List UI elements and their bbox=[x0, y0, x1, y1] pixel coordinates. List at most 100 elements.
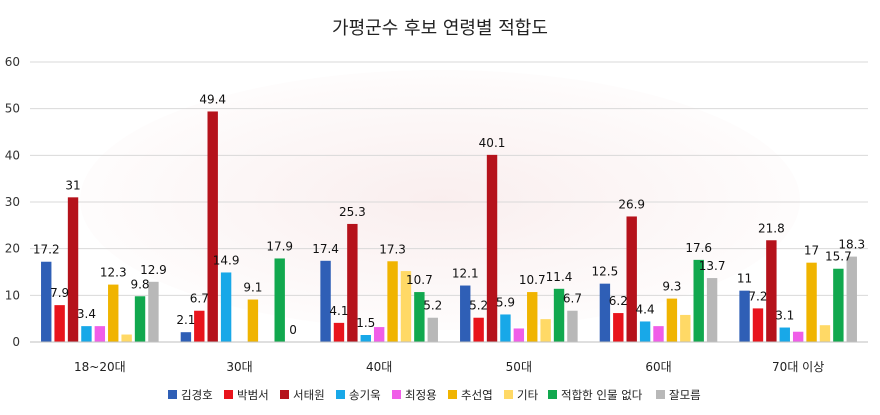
bar bbox=[148, 281, 159, 342]
bar bbox=[194, 310, 205, 342]
bar bbox=[766, 240, 777, 342]
data-label: 11 bbox=[737, 272, 752, 286]
bar bbox=[180, 332, 192, 342]
bar bbox=[626, 216, 637, 342]
bar bbox=[134, 296, 146, 342]
bar bbox=[414, 292, 425, 342]
data-label: 25.3 bbox=[339, 205, 366, 219]
bar bbox=[473, 317, 484, 342]
y-tick-label: 50 bbox=[5, 102, 20, 116]
data-label: 17.4 bbox=[312, 242, 339, 256]
bar bbox=[220, 272, 232, 342]
bar bbox=[486, 154, 498, 342]
chart-title: 가평군수 후보 연령별 적합도 bbox=[332, 18, 548, 39]
bar bbox=[819, 325, 831, 342]
bar bbox=[639, 321, 651, 342]
legend-swatch bbox=[656, 390, 665, 399]
y-tick-label: 20 bbox=[5, 242, 20, 256]
data-label: 26.9 bbox=[618, 197, 645, 211]
data-label: 49.4 bbox=[199, 92, 226, 106]
bar bbox=[666, 298, 678, 342]
bar bbox=[54, 305, 65, 342]
data-label: 5.2 bbox=[423, 299, 442, 313]
bar bbox=[121, 334, 132, 342]
data-label: 4.4 bbox=[636, 302, 655, 316]
bar bbox=[833, 268, 844, 342]
bar bbox=[460, 285, 471, 342]
data-label: 10.7 bbox=[519, 273, 546, 287]
bar bbox=[320, 260, 331, 342]
legend-label: 박범서 bbox=[237, 388, 269, 402]
data-label: 17.9 bbox=[266, 239, 293, 253]
legend-swatch bbox=[504, 390, 513, 399]
bar bbox=[347, 223, 358, 342]
data-label: 21.8 bbox=[758, 221, 785, 235]
legend-label: 잘모름 bbox=[669, 388, 701, 402]
bar bbox=[387, 261, 398, 342]
axes: 0 10 20 30 40 50 60 18~20대 30대 40대 50대 60대 70대 이상 bbox=[5, 55, 868, 374]
data-label: 11.4 bbox=[546, 270, 573, 284]
data-label: 6.7 bbox=[563, 292, 582, 306]
bar bbox=[739, 290, 750, 342]
data-label: 31 bbox=[65, 178, 80, 192]
bar bbox=[360, 335, 371, 342]
data-label: 14.9 bbox=[213, 253, 240, 267]
legend-label: 김경호 bbox=[181, 388, 213, 402]
bar bbox=[752, 308, 764, 342]
bar bbox=[792, 331, 804, 342]
background-photo-blur bbox=[80, 70, 800, 330]
bar bbox=[108, 284, 119, 342]
data-label: 17.2 bbox=[33, 243, 60, 257]
bar bbox=[41, 261, 52, 342]
bar bbox=[500, 314, 511, 342]
y-tick-label: 40 bbox=[5, 148, 20, 162]
legend-swatch bbox=[392, 390, 401, 399]
data-label: 10.7 bbox=[406, 273, 433, 287]
bar bbox=[806, 262, 817, 342]
x-category-label: 50대 bbox=[506, 360, 532, 374]
legend-label: 최정용 bbox=[405, 388, 437, 402]
legend-swatch bbox=[548, 390, 557, 399]
y-tick-label: 10 bbox=[5, 288, 20, 302]
bar bbox=[247, 299, 259, 342]
bar bbox=[779, 327, 790, 342]
bar bbox=[373, 327, 385, 342]
data-label: 4.1 bbox=[329, 304, 348, 318]
bar bbox=[613, 313, 624, 342]
data-label: 6.7 bbox=[190, 292, 209, 306]
x-category-label: 60대 bbox=[645, 360, 671, 374]
data-label: 9.1 bbox=[243, 281, 262, 295]
data-label: 5.2 bbox=[469, 299, 488, 313]
legend-swatch bbox=[448, 390, 457, 399]
bar bbox=[680, 314, 691, 342]
data-label: 12.5 bbox=[592, 265, 619, 279]
data-label: 7.2 bbox=[748, 289, 767, 303]
data-label: 5.9 bbox=[496, 295, 515, 309]
bar bbox=[333, 322, 345, 342]
bar bbox=[553, 288, 565, 342]
x-category-label: 40대 bbox=[366, 360, 392, 374]
data-label: 9.8 bbox=[130, 277, 149, 291]
bar bbox=[513, 328, 525, 342]
legend-swatch bbox=[224, 390, 233, 399]
x-category-label: 30대 bbox=[226, 360, 252, 374]
bar bbox=[599, 283, 611, 342]
data-label: 18.3 bbox=[838, 238, 865, 252]
x-category-label: 18~20대 bbox=[74, 360, 126, 374]
data-label: 15.7 bbox=[825, 250, 852, 264]
data-label: 0 bbox=[289, 323, 297, 337]
y-tick-label: 60 bbox=[5, 55, 20, 69]
legend: 김경호 박범서 서태원 송기욱 최정용 추선엽 기타 적합한 인물 없다 잘모름 bbox=[168, 388, 701, 402]
legend-label: 서태원 bbox=[293, 388, 325, 402]
data-label: 17 bbox=[804, 244, 819, 258]
bar bbox=[81, 326, 92, 342]
bar bbox=[400, 271, 412, 342]
legend-swatch bbox=[168, 390, 177, 399]
data-label: 9.3 bbox=[662, 280, 681, 294]
data-label: 17.6 bbox=[685, 241, 712, 255]
bar bbox=[274, 258, 285, 342]
bar bbox=[207, 111, 218, 342]
data-label: 40.1 bbox=[479, 136, 506, 150]
data-label: 3.4 bbox=[77, 307, 96, 321]
